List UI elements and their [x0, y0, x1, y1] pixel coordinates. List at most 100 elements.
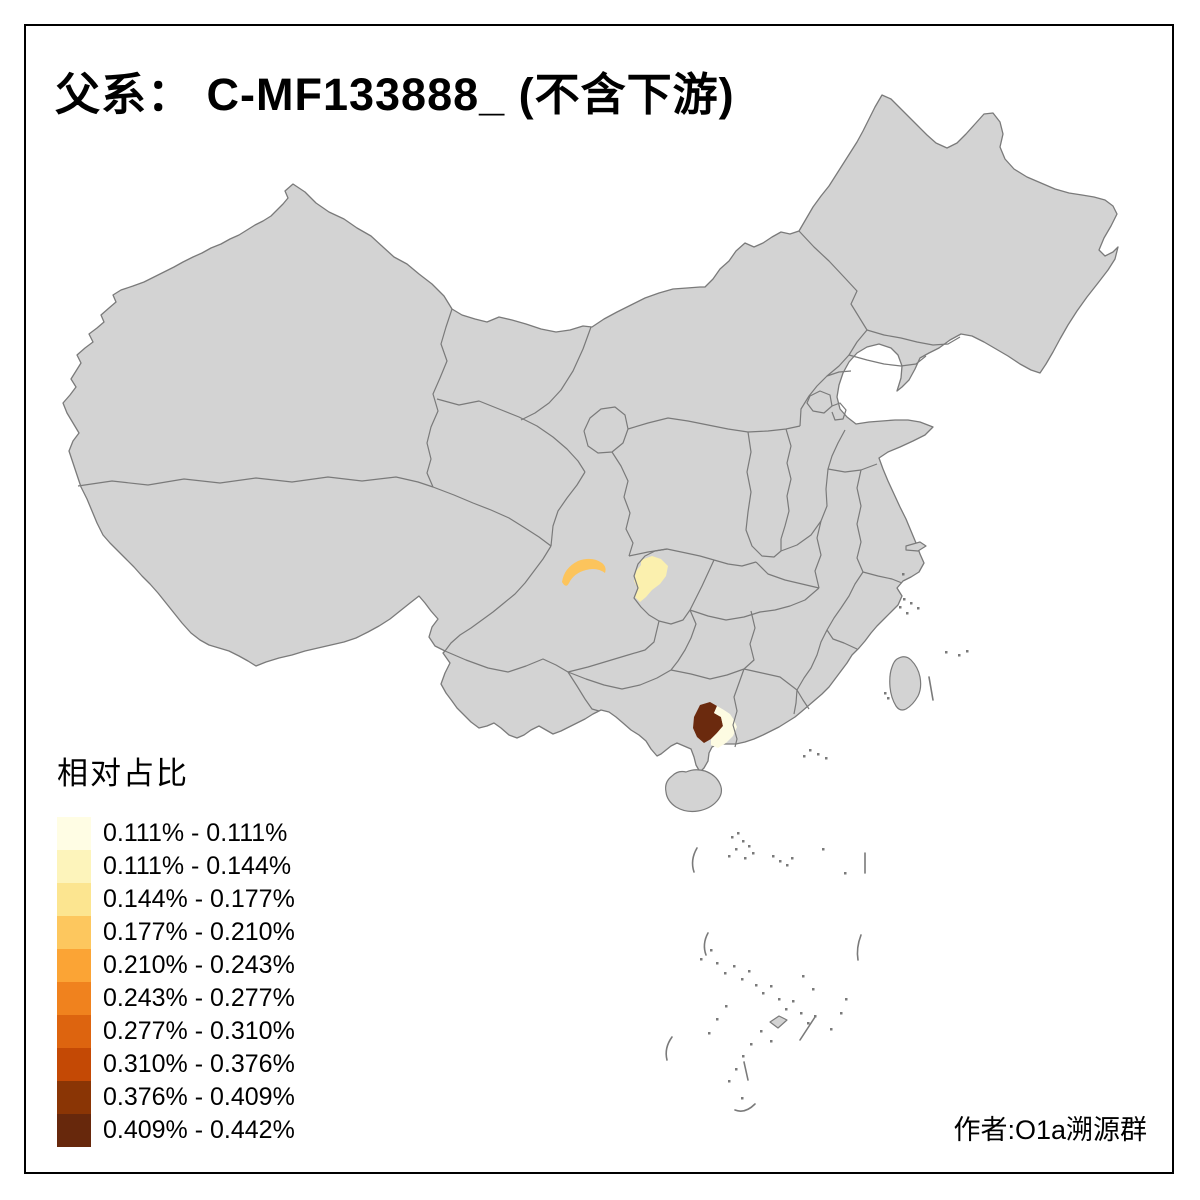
legend-row: 0.409% - 0.442% [57, 1114, 295, 1147]
island-speck [817, 753, 820, 756]
legend-swatch [57, 1015, 91, 1048]
island-speck [822, 848, 825, 851]
legend-swatch [57, 982, 91, 1015]
legend-label: 0.111% - 0.144% [103, 852, 292, 880]
legend-swatch [57, 1048, 91, 1081]
legend-swatch [57, 817, 91, 850]
island-speck [735, 848, 738, 851]
island-speck [792, 1000, 795, 1003]
island-speck [812, 988, 815, 991]
island-speck [741, 978, 744, 981]
legend-swatch [57, 850, 91, 883]
island-speck [945, 651, 948, 654]
island-speck [785, 1008, 788, 1011]
island-speck [728, 1080, 731, 1083]
island-speck [735, 1068, 738, 1071]
islands [665, 541, 927, 1029]
legend-label: 0.177% - 0.210% [103, 918, 295, 946]
island-speck [814, 1015, 817, 1018]
island-speck [917, 607, 920, 610]
island-speck [809, 749, 812, 752]
plot-frame [24, 24, 1174, 1174]
page-title: 父系： C-MF133888_ (不含下游) [55, 69, 735, 120]
nine-dash-line-segments [665, 676, 934, 1112]
legend-label: 0.210% - 0.243% [103, 951, 295, 979]
island-speck [899, 606, 902, 609]
legend-row: 0.243% - 0.277% [57, 982, 295, 1015]
island-speck [752, 852, 755, 855]
legend-swatch [57, 1114, 91, 1147]
island-speck [770, 985, 773, 988]
region-guangxi-southwest [693, 702, 723, 743]
island-speck [731, 836, 734, 839]
island-speck [770, 1040, 773, 1043]
legend-label: 0.277% - 0.310% [103, 1017, 295, 1045]
taiwan-island [889, 656, 922, 711]
legend-title: 相对占比 [57, 756, 189, 791]
island-speck [903, 598, 906, 601]
island-speck [760, 1030, 763, 1033]
legend-label: 0.376% - 0.409% [103, 1083, 295, 1111]
island-speck [966, 650, 969, 653]
island-speck [844, 872, 847, 875]
legend-label: 0.111% - 0.111% [103, 819, 288, 847]
legend-label: 0.144% - 0.177% [103, 885, 295, 913]
island-speck [716, 1018, 719, 1021]
island-speck [750, 1043, 753, 1046]
mainland-china-shape [62, 94, 1119, 773]
island-speck [748, 970, 751, 973]
island-speck [710, 949, 713, 952]
island-speck [786, 864, 789, 867]
island-speck [906, 612, 909, 615]
south-sea-islet [769, 1015, 788, 1029]
island-speck [733, 965, 736, 968]
island-speck [748, 845, 751, 848]
legend-swatch [57, 883, 91, 916]
island-speck [803, 755, 806, 758]
island-speck [778, 998, 781, 1001]
island-speck [742, 840, 745, 843]
legend-row: 0.277% - 0.310% [57, 1015, 295, 1048]
legend-label: 0.409% - 0.442% [103, 1116, 295, 1144]
island-speck [800, 1012, 803, 1015]
legend-row: 0.111% - 0.144% [57, 850, 295, 883]
island-speck [825, 757, 828, 760]
legend-label: 0.243% - 0.277% [103, 984, 295, 1012]
island-speck [724, 972, 727, 975]
island-speck [910, 602, 913, 605]
island-speck [772, 855, 775, 858]
legend-rows: 0.111% - 0.111% 0.111% - 0.144% 0.144% - 0… [57, 817, 295, 1147]
legend: 相对占比 0.111% - 0.111% 0.111% - 0.144% 0.144… [57, 748, 295, 1147]
island-speck [845, 998, 848, 1001]
island-speck [744, 857, 747, 860]
island-speck [755, 984, 758, 987]
island-speck [791, 857, 794, 860]
island-speck [830, 1028, 833, 1031]
region-guangxi-south [711, 706, 737, 748]
province-borders [77, 230, 961, 748]
region-chongqing-west [634, 556, 668, 602]
island-speck [807, 1022, 810, 1025]
hainan-island [665, 769, 723, 813]
legend-row: 0.376% - 0.409% [57, 1081, 295, 1114]
legend-swatch [57, 916, 91, 949]
island-speck [779, 860, 782, 863]
legend-row: 0.144% - 0.177% [57, 883, 295, 916]
legend-row: 0.310% - 0.376% [57, 1048, 295, 1081]
island-speck [958, 654, 961, 657]
island-speck [884, 692, 887, 695]
island-speck [728, 855, 731, 858]
chongming-island [905, 541, 927, 552]
island-speck [716, 962, 719, 965]
island-speck [742, 1055, 745, 1058]
island-speck [741, 1097, 744, 1100]
island-speck [737, 832, 740, 835]
island-speck [802, 975, 805, 978]
island-speck [887, 697, 890, 700]
island-speck [902, 573, 905, 576]
island-speck [762, 992, 765, 995]
island-speck [840, 1012, 843, 1015]
legend-swatch [57, 949, 91, 982]
